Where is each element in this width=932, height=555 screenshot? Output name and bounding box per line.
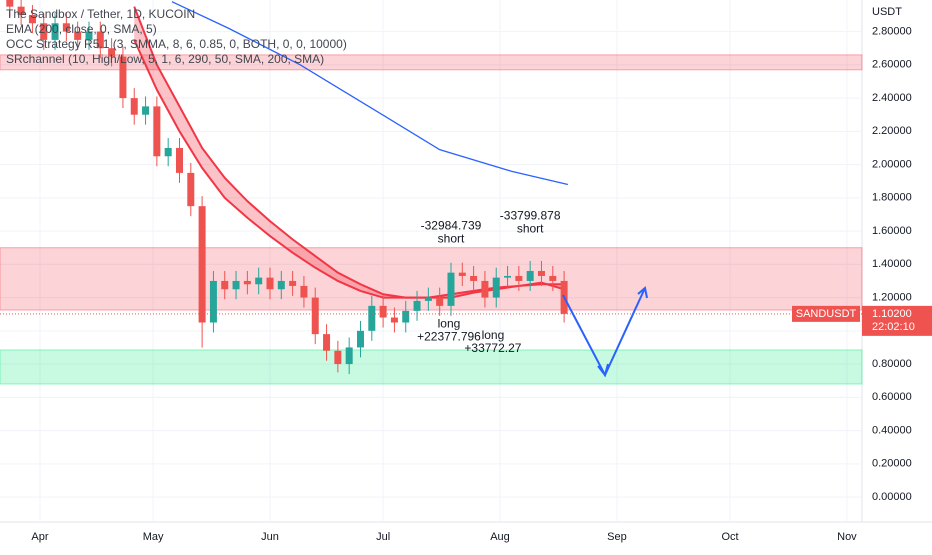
legend-entry: SRchannel (10, High/Low, 5, 1, 6, 290, 5… (6, 52, 324, 66)
candle-body (402, 310, 410, 323)
x-tick-label: Nov (837, 531, 857, 543)
y-tick-label: 2.00000 (872, 158, 912, 170)
candle-body (345, 347, 353, 365)
candle-body (130, 98, 138, 115)
candle-body (142, 106, 150, 115)
candle-body (51, 23, 59, 40)
x-tick-label: Aug (490, 531, 510, 543)
legend-entry: EMA (200, close, 0, SMA, 5) (6, 22, 157, 36)
candle-body (311, 297, 319, 335)
candle-body (390, 317, 398, 323)
x-tick-label: Apr (31, 531, 48, 543)
candle-body (458, 272, 466, 276)
y-tick-label: 1.60000 (872, 225, 912, 237)
y-tick-label: 2.60000 (872, 59, 912, 71)
candle-body (164, 147, 172, 157)
candle-body (492, 277, 500, 298)
occ-fast (133, 6, 565, 299)
candle-body (526, 270, 534, 281)
candle-body (108, 48, 116, 57)
candle-body (28, 14, 36, 24)
sr-zone (0, 349, 863, 385)
x-tick-label: Oct (721, 531, 738, 543)
y-tick-label: 0.40000 (872, 424, 912, 436)
trade-label: +22377.796 (417, 329, 481, 343)
y-tick-label: 2.20000 (872, 125, 912, 137)
candle-body (175, 147, 183, 173)
ema-line (171, 1, 569, 186)
candle-body (413, 300, 421, 311)
trade-label: -33799.878 (500, 208, 561, 222)
candle-body (424, 297, 432, 301)
price-label: 1.10200 (872, 308, 912, 320)
y-tick-label: 2.80000 (872, 25, 912, 37)
candle-body (368, 305, 376, 331)
candle-body (266, 277, 274, 290)
candle-body (447, 272, 455, 306)
candle-body (232, 280, 240, 290)
candle-body (198, 206, 206, 323)
candle-body (209, 280, 217, 323)
candle-body (74, 31, 82, 40)
candle-body (17, 6, 25, 15)
trade-label: long (482, 328, 505, 342)
candle-body (187, 172, 195, 207)
candle-body (243, 280, 251, 285)
price-tag (862, 305, 932, 336)
x-tick-label: Sep (607, 531, 627, 543)
axis-unit: USDT (872, 6, 902, 18)
legend-entry: The Sandbox / Tether, 1D, KUCOIN (6, 7, 195, 21)
candle-body (481, 280, 489, 298)
symbol-label: SANDUSDT (796, 308, 857, 320)
trade-label: short (438, 231, 465, 245)
y-tick-label: 0.60000 (872, 391, 912, 403)
sr-zone (0, 54, 863, 71)
y-tick-label: 0.80000 (872, 358, 912, 370)
y-tick-label: 1.20000 (872, 291, 912, 303)
candle-body (40, 23, 48, 40)
candle-body (323, 334, 331, 351)
y-tick-label: 2.40000 (872, 92, 912, 104)
candle-body (119, 56, 127, 99)
x-tick-label: May (143, 531, 164, 543)
candle-body (504, 275, 512, 278)
legend-entry: OCC Strategy R5.1 (3, SMMA, 8, 6, 0.85, … (6, 37, 347, 51)
candle-body (470, 275, 478, 281)
symbol-tag (792, 305, 860, 322)
candle-body (153, 106, 161, 157)
candle-body (85, 31, 93, 40)
x-tick-label: Jun (261, 531, 279, 543)
trade-label: -32984.739 (421, 218, 482, 232)
x-tick-label: Jul (376, 531, 390, 543)
candle-body (356, 330, 364, 348)
y-tick-label: 0.20000 (872, 458, 912, 470)
trade-label: long (438, 316, 461, 330)
candle-body (289, 280, 297, 286)
candle-body (62, 23, 70, 32)
candle-body (6, 0, 14, 7)
candle-body (300, 285, 308, 298)
candle-body (255, 277, 263, 285)
arrow-head (637, 286, 648, 299)
candle-body (537, 270, 545, 276)
candle-body (436, 297, 444, 306)
countdown-label: 22:02:10 (872, 321, 915, 333)
candle-body (515, 275, 523, 281)
trade-label: +33772.27 (464, 341, 521, 355)
candle-body (379, 305, 387, 318)
y-tick-label: 0.00000 (872, 491, 912, 503)
candle-body (96, 31, 104, 49)
arrow-head (597, 363, 609, 378)
candle-body (277, 280, 285, 290)
candle-body (549, 275, 557, 281)
y-tick-label: 1.40000 (872, 258, 912, 270)
occ-slow (133, 39, 565, 299)
trade-label: short (517, 221, 544, 235)
candle-body (221, 280, 229, 290)
y-tick-label: 1.80000 (872, 192, 912, 204)
candle-body (334, 350, 342, 365)
